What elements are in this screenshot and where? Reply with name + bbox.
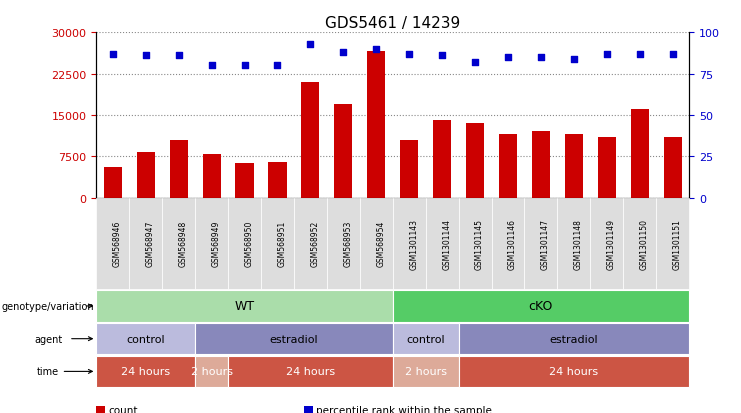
Bar [598, 138, 616, 198]
Point [535, 55, 547, 61]
Bar [499, 135, 517, 198]
Point [271, 63, 283, 69]
Text: GSM568946: GSM568946 [113, 221, 122, 267]
Text: GSM568948: GSM568948 [179, 221, 187, 267]
Text: GSM1301150: GSM1301150 [639, 218, 648, 269]
Text: count: count [108, 405, 138, 413]
Bar [268, 162, 287, 198]
Point [107, 51, 119, 58]
Text: GSM1301149: GSM1301149 [607, 218, 616, 269]
Text: 2 hours: 2 hours [405, 366, 447, 377]
Point [239, 63, 250, 69]
Bar [368, 52, 385, 198]
Point [436, 53, 448, 59]
Point [140, 53, 152, 59]
Text: 2 hours: 2 hours [190, 366, 233, 377]
Text: estradiol: estradiol [550, 334, 598, 344]
Point [173, 53, 185, 59]
Text: GSM1301148: GSM1301148 [574, 218, 583, 269]
Bar [466, 124, 484, 198]
Text: 24 hours: 24 hours [122, 366, 170, 377]
Text: GSM1301151: GSM1301151 [673, 218, 682, 269]
Point [206, 63, 218, 69]
Text: genotype/variation: genotype/variation [1, 301, 94, 311]
Bar [136, 153, 155, 198]
Text: 24 hours: 24 hours [286, 366, 335, 377]
Bar [565, 135, 583, 198]
Bar [104, 168, 122, 198]
Text: GSM568950: GSM568950 [245, 221, 253, 267]
Bar [400, 140, 418, 198]
Text: control: control [127, 334, 165, 344]
Text: GSM568952: GSM568952 [310, 221, 319, 267]
Text: GSM1301147: GSM1301147 [541, 218, 550, 269]
Bar [202, 154, 221, 198]
Text: WT: WT [234, 300, 255, 313]
Text: GSM568953: GSM568953 [343, 221, 352, 267]
Point [568, 56, 579, 63]
Point [601, 51, 613, 58]
Text: percentile rank within the sample: percentile rank within the sample [316, 405, 491, 413]
Text: estradiol: estradiol [270, 334, 318, 344]
Bar [664, 138, 682, 198]
Text: cKO: cKO [529, 300, 553, 313]
Point [305, 41, 316, 48]
Text: GSM568947: GSM568947 [146, 221, 155, 267]
Bar [433, 121, 451, 198]
Point [634, 51, 645, 58]
Point [337, 50, 349, 56]
Text: GSM568949: GSM568949 [212, 221, 221, 267]
Point [502, 55, 514, 61]
Text: 24 hours: 24 hours [549, 366, 599, 377]
Point [469, 59, 481, 66]
Text: GSM1301145: GSM1301145 [475, 218, 484, 269]
Point [370, 46, 382, 53]
Text: GSM568954: GSM568954 [376, 221, 385, 267]
Title: GDS5461 / 14239: GDS5461 / 14239 [325, 16, 460, 31]
Bar [302, 83, 319, 198]
Point [403, 51, 415, 58]
Bar [334, 104, 353, 198]
Text: GSM1301143: GSM1301143 [409, 218, 418, 269]
Text: GSM568951: GSM568951 [277, 221, 287, 267]
Bar [532, 132, 550, 198]
Bar [631, 110, 649, 198]
Text: time: time [37, 366, 59, 377]
Text: GSM1301146: GSM1301146 [508, 218, 517, 269]
Text: GSM1301144: GSM1301144 [442, 218, 451, 269]
Point [667, 51, 679, 58]
Text: control: control [406, 334, 445, 344]
Bar [170, 140, 187, 198]
Bar [236, 164, 253, 198]
Text: agent: agent [34, 334, 62, 344]
